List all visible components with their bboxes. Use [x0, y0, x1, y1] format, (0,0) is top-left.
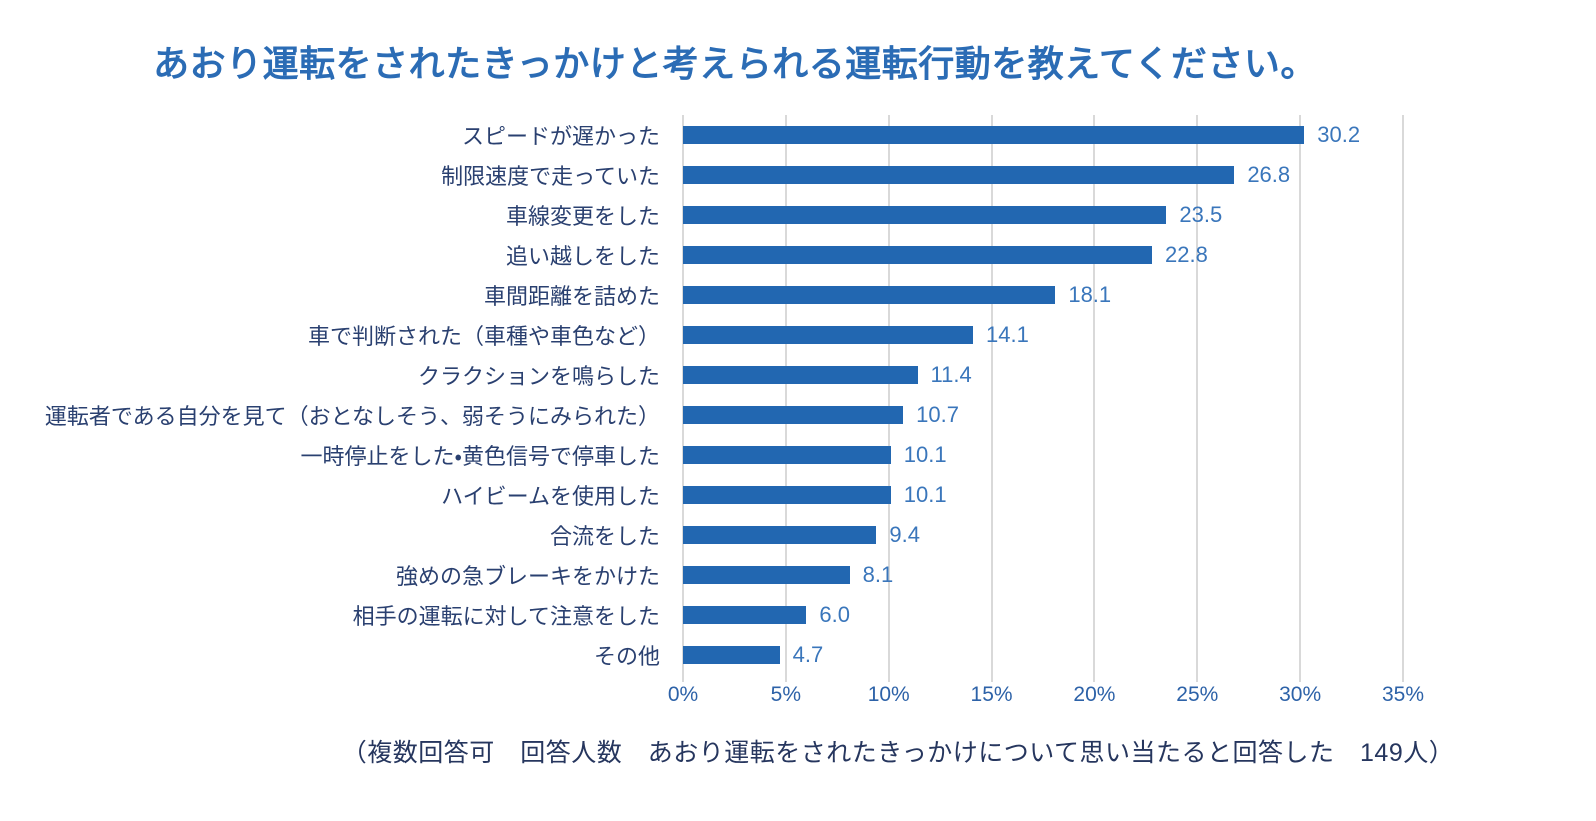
x-axis-tick-label: 25% [1176, 683, 1219, 706]
gridline [1196, 115, 1199, 682]
bar-track: 11.4 [683, 362, 1403, 388]
bar-track: 26.8 [683, 162, 1403, 188]
bar-row: 合流をした 9.4 [0, 515, 1596, 555]
x-axis: 0% 5% 10% 15% 20% 25% 30% 35% [668, 683, 1424, 711]
category-label: ハイビームを使用した [441, 484, 660, 509]
value-label: 6.0 [819, 602, 851, 627]
bar-track: 8.1 [683, 562, 1403, 588]
bar-track: 9.4 [683, 522, 1403, 548]
bar [683, 646, 780, 664]
bar-track: 23.5 [683, 202, 1403, 228]
x-axis-tick-label: 10% [867, 683, 910, 706]
bar [683, 246, 1153, 264]
category-label: 相手の運転に対して注意をした [352, 604, 660, 629]
value-label: 30.2 [1317, 122, 1361, 147]
value-label: 8.1 [862, 562, 894, 587]
gridline [1093, 115, 1096, 682]
gridline [990, 115, 993, 682]
x-axis-tick-label: 35% [1381, 683, 1425, 706]
bar-row: 強めの急ブレーキをかけた 8.1 [0, 555, 1596, 595]
x-axis-tick-label: 20% [1073, 683, 1116, 706]
bar [683, 526, 877, 544]
bar-row: 運転者である自分を見て（おとなしそう、弱そうにみられた） 10.7 [0, 395, 1596, 435]
bar-track: 6.0 [683, 602, 1403, 628]
bar-row: 車線変更をした 23.5 [0, 195, 1596, 235]
bar-rows: スピードが遅かった 30.2 制限速度で走っていた 26.8 車線変更をした 23.5 追い… [0, 115, 1596, 675]
gridlines [682, 115, 1404, 682]
bar-row: ハイビームを使用した 10.1 [0, 475, 1596, 515]
value-label: 14.1 [986, 322, 1029, 347]
category-label: 追い越しをした [505, 244, 660, 269]
value-label: 9.4 [889, 522, 920, 547]
value-label: 11.4 [930, 362, 972, 387]
category-label: その他 [593, 644, 660, 669]
bar-track: 10.7 [683, 402, 1403, 428]
bar [683, 126, 1305, 144]
category-label: スピードが遅かった [461, 124, 660, 149]
value-label: 10.7 [916, 402, 959, 427]
value-label: 10.1 [903, 482, 947, 507]
bar-row: 一時停止をした・黄色信号で停車した 10.1 [0, 435, 1596, 475]
category-label: 車間距離を詰めた [483, 284, 660, 309]
gridline [784, 115, 787, 682]
value-label: 10.1 [903, 442, 947, 467]
bar-track: 10.1 [683, 482, 1403, 508]
category-label: 一時停止をした・黄色信号で停車した [300, 444, 660, 469]
bar [683, 486, 891, 504]
gridline [1402, 115, 1404, 682]
bar [683, 446, 891, 464]
x-axis-tick-label: 30% [1279, 683, 1322, 706]
bar-track: 18.1 [683, 282, 1403, 308]
gridline [1299, 115, 1302, 682]
bar-row: 制限速度で走っていた 26.8 [0, 155, 1596, 195]
bar [683, 366, 918, 384]
bar-row: 相手の運転に対して注意をした 6.0 [0, 595, 1596, 635]
value-label: 18.1 [1068, 282, 1112, 307]
chart-title: あおり運転をされたきっかけと考えられる運転行動を教えてください。 [153, 43, 1317, 84]
category-label: 車線変更をした [505, 204, 660, 229]
category-label: 強めの急ブレーキをかけた [395, 564, 660, 589]
bar-track: 14.1 [683, 322, 1403, 348]
bar-track: 22.8 [683, 242, 1403, 268]
bar-row: その他 4.7 [0, 635, 1596, 675]
chart-footnote: （複数回答可 回答人数 あおり運転をされたきっかけについて思い当たると回答した … [341, 739, 1455, 767]
category-label: 合流をした [549, 524, 660, 549]
gridline [682, 115, 684, 682]
bar-row: スピードが遅かった 30.2 [0, 115, 1596, 155]
bar-track: 10.1 [683, 442, 1403, 468]
value-label: 26.8 [1247, 162, 1291, 187]
value-label: 22.8 [1165, 242, 1208, 267]
category-label: 車で判断された（車種や車色など） [307, 324, 660, 349]
bar-row: 車間距離を詰めた 18.1 [0, 275, 1596, 315]
category-label: 制限速度で走っていた [441, 164, 660, 189]
bar-row: クラクションを鳴らした 11.4 [0, 355, 1596, 395]
bar [683, 566, 850, 584]
gridline [887, 115, 890, 682]
bar-row: 車で判断された（車種や車色など） 14.1 [0, 315, 1596, 355]
bar [683, 326, 974, 344]
bar [683, 206, 1167, 224]
value-label: 4.7 [792, 642, 824, 667]
x-axis-tick-label: 5% [770, 683, 802, 706]
bar [683, 406, 904, 424]
bar-track: 4.7 [683, 642, 1403, 668]
bar [683, 286, 1056, 304]
bar-track: 30.2 [683, 122, 1403, 148]
bar [683, 166, 1235, 184]
x-axis-tick-label: 0% [667, 683, 699, 706]
category-label: クラクションを鳴らした [417, 364, 660, 389]
bar [683, 606, 807, 624]
horizontal-bar-chart: スピードが遅かった 30.2 制限速度で走っていた 26.8 車線変更をした 23.5 追い… [0, 115, 1596, 711]
x-axis-tick-label: 15% [970, 683, 1013, 706]
category-label: 運転者である自分を見て（おとなしそう、弱そうにみられた） [44, 404, 660, 429]
bar-row: 追い越しをした 22.8 [0, 235, 1596, 275]
value-label: 23.5 [1179, 202, 1223, 227]
